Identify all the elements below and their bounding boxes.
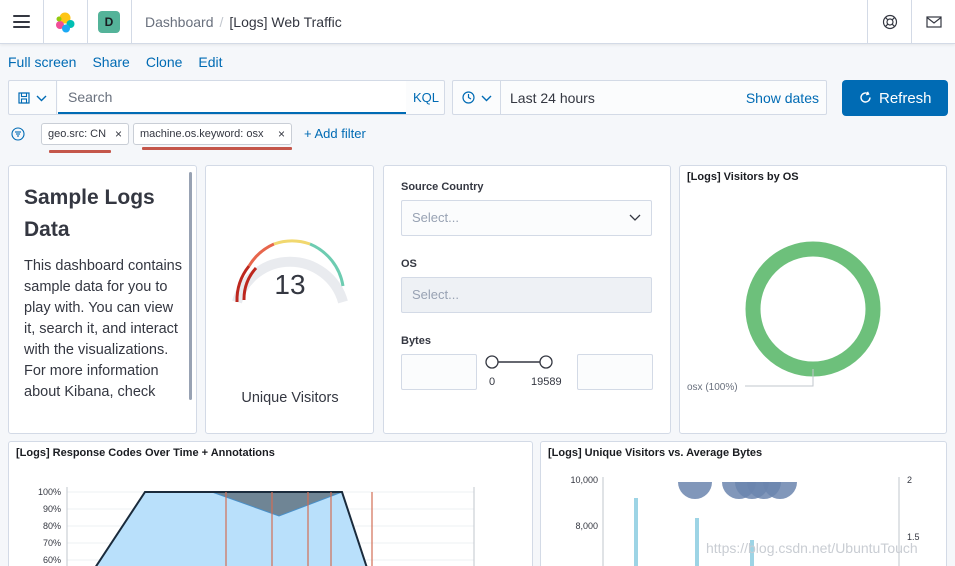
gauge-label: Unique Visitors xyxy=(206,390,374,406)
y-right-tick-label: 2 xyxy=(907,475,912,485)
bytes-min-input[interactable] xyxy=(401,354,477,390)
bytes-max-input[interactable] xyxy=(577,354,653,390)
filter-options-icon[interactable] xyxy=(11,127,25,141)
bytes-range-slider[interactable] xyxy=(484,354,554,374)
chevron-down-icon xyxy=(481,95,492,102)
header-divider xyxy=(43,0,44,44)
unique-visitors-gauge-panel: 13 Unique Visitors xyxy=(205,165,374,434)
header-divider xyxy=(131,0,132,44)
panel-title: [Logs] Visitors by OS xyxy=(687,171,799,183)
filter-pill[interactable]: geo.src: CN × xyxy=(41,123,129,145)
source-country-select[interactable]: Select... xyxy=(401,200,652,236)
refresh-label: Refresh xyxy=(879,90,932,107)
os-label: OS xyxy=(401,258,417,270)
area-chart: 100% 90% 80% 70% 60% xyxy=(9,442,533,566)
quick-select-button[interactable] xyxy=(453,81,501,114)
gauge-band-yellow xyxy=(274,241,310,244)
saved-query-button[interactable] xyxy=(9,81,57,114)
date-range-text[interactable]: Last 24 hours xyxy=(510,90,595,106)
breadcrumb-current: [Logs] Web Traffic xyxy=(229,14,341,30)
range-min-value: 0 xyxy=(489,376,495,388)
menu-icon[interactable] xyxy=(13,15,30,28)
select-placeholder: Select... xyxy=(412,210,459,225)
bar[interactable] xyxy=(695,518,699,566)
gauge-chart: 13 xyxy=(226,226,354,316)
save-icon xyxy=(18,92,30,104)
full-screen-link[interactable]: Full screen xyxy=(8,54,76,70)
kql-toggle[interactable]: KQL xyxy=(413,90,439,105)
annotation-underline xyxy=(49,150,111,153)
date-picker: Last 24 hours Show dates xyxy=(452,80,827,115)
header-divider xyxy=(867,0,868,44)
markdown-body: This dashboard contains sample data for … xyxy=(24,256,184,403)
input-controls-panel: Source Country Select... OS Select... By… xyxy=(383,165,671,434)
source-country-label: Source Country xyxy=(401,181,484,193)
watermark: https://blog.csdn.net/UbuntuTouch xyxy=(706,540,918,556)
gauge-value: 13 xyxy=(274,269,305,300)
legend-label: osx (100%) xyxy=(687,382,738,393)
donut-slice-osx[interactable] xyxy=(753,249,873,369)
filter-pill[interactable]: machine.os.keyword: osx × xyxy=(133,123,292,145)
scrollbar[interactable] xyxy=(189,172,192,400)
donut-chart xyxy=(740,238,890,390)
clone-link[interactable]: Clone xyxy=(146,54,183,70)
share-link[interactable]: Share xyxy=(92,54,129,70)
search-input[interactable] xyxy=(58,81,406,114)
y-left-tick-label: 10,000 xyxy=(570,475,598,485)
clock-icon xyxy=(462,91,475,104)
elastic-logo[interactable] xyxy=(53,10,77,34)
response-codes-panel: [Logs] Response Codes Over Time + Annota… xyxy=(8,441,533,566)
refresh-button[interactable]: Refresh xyxy=(842,80,948,116)
annotation-underline xyxy=(142,147,292,150)
refresh-icon xyxy=(859,91,872,104)
os-select[interactable]: Select... xyxy=(401,277,652,313)
query-bar: KQL xyxy=(8,80,445,115)
help-icon[interactable] xyxy=(882,14,898,30)
y-tick-label: 90% xyxy=(43,504,61,514)
bytes-label: Bytes xyxy=(401,335,431,347)
chevron-down-icon xyxy=(629,214,641,222)
close-icon[interactable]: × xyxy=(115,124,122,144)
dashboard-top-nav: Full screen Share Clone Edit xyxy=(8,54,239,70)
bubble-series xyxy=(678,482,797,499)
show-dates-link[interactable]: Show dates xyxy=(746,90,819,106)
filter-pill-label: machine.os.keyword: osx xyxy=(140,128,264,140)
visitors-by-os-panel: [Logs] Visitors by OS osx (100%) xyxy=(679,165,947,434)
close-icon[interactable]: × xyxy=(278,124,285,144)
markdown-title: Sample Logs Data xyxy=(24,182,189,246)
y-tick-label: 70% xyxy=(43,538,61,548)
range-max-handle[interactable] xyxy=(540,356,552,368)
breadcrumb-separator: / xyxy=(220,14,224,30)
y-tick-label: 80% xyxy=(43,521,61,531)
area-series-200[interactable] xyxy=(89,492,370,566)
range-min-handle[interactable] xyxy=(486,356,498,368)
mail-icon[interactable] xyxy=(926,14,942,30)
bubble[interactable] xyxy=(678,482,712,499)
y-tick-label: 100% xyxy=(38,487,61,497)
header-divider xyxy=(87,0,88,44)
app-header: D Dashboard / [Logs] Web Traffic xyxy=(0,0,955,44)
edit-link[interactable]: Edit xyxy=(198,54,222,70)
header-divider xyxy=(911,0,912,44)
chevron-down-icon xyxy=(36,95,47,102)
bar[interactable] xyxy=(634,498,638,566)
select-placeholder: Select... xyxy=(412,287,459,302)
space-avatar[interactable]: D xyxy=(98,11,120,33)
breadcrumb-dashboard[interactable]: Dashboard xyxy=(145,14,214,30)
markdown-panel: Sample Logs Data This dashboard contains… xyxy=(8,165,197,434)
y-left-tick-label: 8,000 xyxy=(575,521,598,531)
add-filter-button[interactable]: + Add filter xyxy=(304,126,366,141)
y-tick-label: 60% xyxy=(43,555,61,565)
range-max-value: 19589 xyxy=(531,376,562,388)
filter-pill-label: geo.src: CN xyxy=(48,128,106,140)
breadcrumb: Dashboard / [Logs] Web Traffic xyxy=(145,14,342,30)
